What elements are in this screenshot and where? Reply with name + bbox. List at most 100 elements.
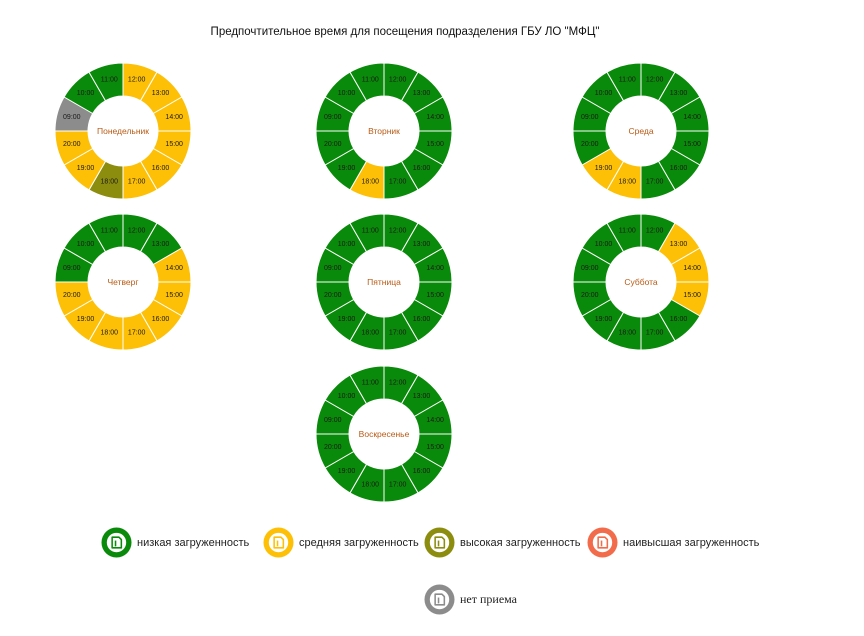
segment-label: 15:00 <box>165 292 183 299</box>
segment-label: 09:00 <box>63 265 81 272</box>
segment-2000 <box>54 130 94 166</box>
segment-label: 13:00 <box>670 241 688 248</box>
segment-label: 18:00 <box>619 179 637 186</box>
segment-label: 16:00 <box>413 468 431 475</box>
segment-label: 15:00 <box>683 292 701 299</box>
segment-label: 17:00 <box>128 330 146 337</box>
segment-label: 18:00 <box>362 482 380 489</box>
segment-2000 <box>54 281 94 317</box>
donut-5: 09:00 10:00 11:00 12:00 13:00 14:00 15:00 16:00… <box>315 213 453 351</box>
legend-marker-medium-icon <box>263 527 294 558</box>
segment-label: 17:00 <box>389 330 407 337</box>
legend-item-highest: наивысшая загруженность <box>587 527 759 558</box>
segment-label: 11:00 <box>101 76 118 83</box>
day-label: Суббота <box>624 277 658 287</box>
segment-label: 15:00 <box>683 141 701 148</box>
donut-4: 09:00 10:00 11:00 12:00 13:00 14:00 15:00 16:00… <box>54 213 192 351</box>
segment-label: 20:00 <box>324 141 342 148</box>
segment-label: 20:00 <box>581 292 599 299</box>
day-label: Понедельник <box>97 126 149 136</box>
segment-label: 10:00 <box>338 241 356 248</box>
segment-label: 12:00 <box>389 227 407 234</box>
segment-label: 11:00 <box>362 76 379 83</box>
segment-label: 16:00 <box>670 316 688 323</box>
segment-label: 13:00 <box>152 90 170 97</box>
donut-1: 09:00 10:00 11:00 12:00 13:00 14:00 15:00 16:00… <box>54 62 192 200</box>
segment-label: 15:00 <box>426 141 444 148</box>
segment-label: 12:00 <box>389 379 407 386</box>
segment-2000 <box>572 130 612 166</box>
segment-label: 11:00 <box>362 379 379 386</box>
segment-label: 19:00 <box>595 165 613 172</box>
segment-label: 12:00 <box>646 76 664 83</box>
segment-label: 15:00 <box>426 292 444 299</box>
segment-label: 12:00 <box>389 76 407 83</box>
segment-label: 20:00 <box>63 292 81 299</box>
legend-label-closed: нет приема <box>460 592 517 606</box>
segment-label: 12:00 <box>128 76 146 83</box>
segment-label: 09:00 <box>581 114 599 121</box>
legend-marker-low-icon <box>101 527 132 558</box>
segment-label: 12:00 <box>128 227 146 234</box>
segment-label: 16:00 <box>413 316 431 323</box>
segment-label: 16:00 <box>152 316 170 323</box>
segment-label: 20:00 <box>63 141 81 148</box>
legend-label-low: низкая загруженность <box>137 536 250 549</box>
segment-label: 18:00 <box>101 179 119 186</box>
segment-label: 09:00 <box>324 114 342 121</box>
segment-label: 16:00 <box>152 165 170 172</box>
segment-label: 11:00 <box>619 227 636 234</box>
segment-label: 10:00 <box>595 241 613 248</box>
legend-item-closed: нет приема <box>424 584 517 615</box>
segment-label: 10:00 <box>338 90 356 97</box>
segment-label: 18:00 <box>362 330 380 337</box>
segment-label: 14:00 <box>426 417 444 424</box>
segment-label: 14:00 <box>683 114 701 121</box>
segment-label: 19:00 <box>77 165 95 172</box>
segment-label: 09:00 <box>581 265 599 272</box>
segment-label: 19:00 <box>338 468 356 475</box>
chart-title: Предпочтительное время для посещения под… <box>210 26 600 38</box>
legend-item-low: низкая загруженность <box>101 527 249 558</box>
segment-label: 13:00 <box>670 90 688 97</box>
segment-label: 16:00 <box>413 165 431 172</box>
day-label: Вторник <box>368 126 400 136</box>
segment-label: 18:00 <box>362 179 380 186</box>
day-label: Четверг <box>108 277 139 287</box>
segment-label: 13:00 <box>152 241 170 248</box>
segment-label: 11:00 <box>362 227 379 234</box>
day-label: Воскресенье <box>359 429 410 439</box>
segment-label: 11:00 <box>619 76 636 83</box>
legend-item-high: высокая загруженность <box>424 527 580 558</box>
segment-label: 10:00 <box>338 393 356 400</box>
segment-label: 09:00 <box>324 417 342 424</box>
segment-label: 12:00 <box>646 227 664 234</box>
segment-label: 20:00 <box>324 292 342 299</box>
segment-label: 17:00 <box>646 330 664 337</box>
segment-2000 <box>572 281 612 317</box>
segment-label: 13:00 <box>413 241 431 248</box>
segment-label: 19:00 <box>77 316 95 323</box>
donut-7: 09:00 10:00 11:00 12:00 13:00 14:00 15:00 16:00… <box>315 365 453 503</box>
legend-label-medium: средняя загруженность <box>299 536 419 549</box>
segment-label: 14:00 <box>165 265 183 272</box>
segment-label: 15:00 <box>426 444 444 451</box>
donut-6: 09:00 10:00 11:00 12:00 13:00 14:00 15:00 16:00… <box>572 213 710 351</box>
legend-marker-closed-icon <box>424 584 455 615</box>
segment-label: 19:00 <box>595 316 613 323</box>
segment-label: 18:00 <box>101 330 119 337</box>
segment-label: 10:00 <box>595 90 613 97</box>
legend-label-high: высокая загруженность <box>460 536 581 549</box>
donut-3: 09:00 10:00 11:00 12:00 13:00 14:00 15:00 16:00… <box>572 62 710 200</box>
segment-label: 10:00 <box>77 241 95 248</box>
segment-label: 13:00 <box>413 90 431 97</box>
segment-label: 17:00 <box>646 179 664 186</box>
segment-label: 17:00 <box>128 179 146 186</box>
segment-label: 14:00 <box>683 265 701 272</box>
segment-label: 18:00 <box>619 330 637 337</box>
segment-label: 19:00 <box>338 316 356 323</box>
segment-label: 20:00 <box>324 444 342 451</box>
segment-label: 11:00 <box>101 227 118 234</box>
segment-label: 09:00 <box>63 114 81 121</box>
